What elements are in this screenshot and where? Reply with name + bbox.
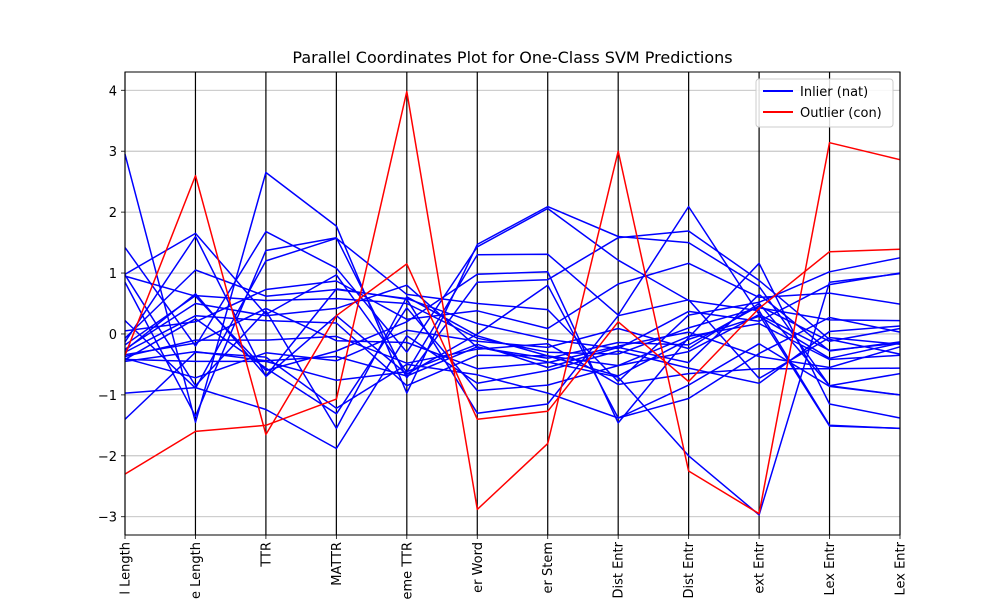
x-tick-label: Lex Entr [894, 541, 909, 595]
x-tick-label: er Stem [541, 542, 556, 594]
inlier-series-line [124, 235, 901, 419]
x-tick-label: l Length [119, 542, 134, 595]
inlier-series-line [124, 262, 901, 424]
x-tick-label: Dist Entr [612, 541, 627, 598]
inlier-series-line [124, 262, 901, 332]
inlier-series-line [124, 316, 901, 420]
inlier-series-line [124, 325, 901, 450]
plot-area-frame [124, 71, 901, 536]
y-tick-label: 0 [109, 328, 117, 343]
data-lines [124, 90, 901, 516]
x-tick-label: ext Entr [753, 541, 768, 593]
inlier-series-line [124, 307, 901, 370]
y-axis-ticks: 4 3 2 1 0 −1 −2 −3 [98, 84, 125, 526]
inlier-series-line [124, 205, 901, 374]
y-tick-label: −1 [98, 389, 117, 404]
outlier-series-line [124, 90, 901, 515]
y-tick-label: 3 [109, 145, 117, 160]
x-tick-label: e Length [189, 542, 204, 599]
y-tick-label: 1 [109, 267, 117, 282]
inlier-series-line [124, 288, 901, 414]
x-axis-tick-labels: l Length e Length TTR MATTR eme TTR er Word er… [119, 535, 909, 599]
y-tick-label: −3 [98, 511, 117, 526]
legend-label-inlier: Inlier (nat) [800, 85, 868, 100]
x-tick-label: er Word [471, 542, 486, 593]
x-tick-label: Dist Entr [682, 541, 697, 598]
legend-label-outlier: Outlier (con) [800, 106, 882, 121]
inlier-series-line [124, 274, 901, 430]
inlier-series-line [124, 230, 901, 417]
x-tick-label: TTR [259, 542, 274, 568]
x-tick-label: Lex Entr [823, 541, 838, 595]
inlier-series-line [124, 272, 901, 516]
x-tick-label: MATTR [330, 542, 345, 586]
legend: Inlier (nat) Outlier (con) [755, 78, 894, 128]
outlier-series-line [124, 174, 901, 436]
chart-title: Parallel Coordinates Plot for One-Class … [292, 48, 732, 67]
y-tick-label: −2 [98, 450, 117, 465]
inlier-series-line [124, 269, 901, 350]
y-tick-label: 4 [109, 84, 117, 99]
y-tick-label: 2 [109, 206, 117, 221]
x-tick-label: eme TTR [400, 542, 415, 599]
